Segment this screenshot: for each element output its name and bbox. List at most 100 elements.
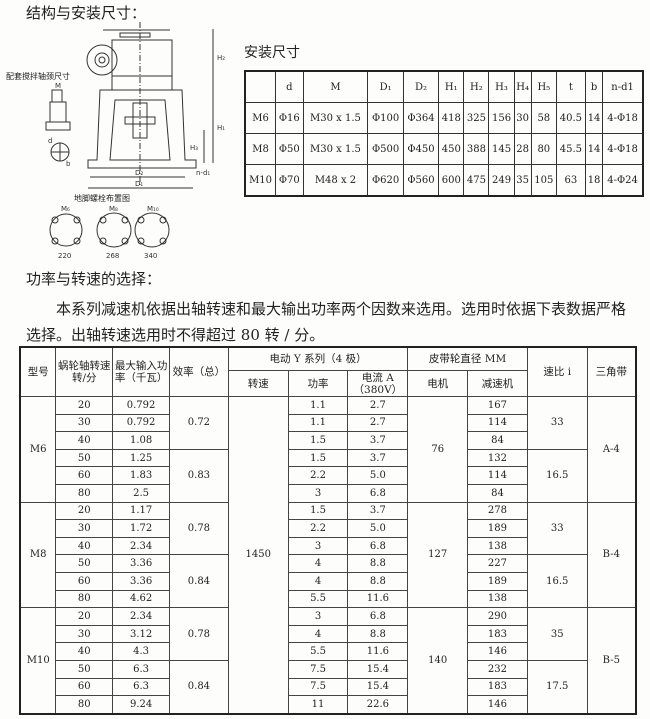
worm-speed-cell: 20	[55, 607, 114, 626]
bolt-model-m10: M₁₀	[147, 205, 159, 213]
table-row: M6 20 0.792 0.72 1450 1.1 2.7 76 167 33 A-4	[19, 395, 637, 715]
motor-power-cell: 1.5	[287, 431, 349, 450]
header-belt: 三角带	[586, 346, 637, 397]
worm-speed-cell: 30	[55, 413, 114, 433]
efficiency-cell: 0.83	[169, 448, 229, 503]
table-row: 50 3.36 0.84 4 8.8 227 16.5	[20, 554, 636, 609]
max-power-cell: 1.83	[112, 466, 170, 485]
pulley-reducer-cell: 183	[467, 624, 528, 644]
bolt-layout-m8	[96, 212, 132, 248]
pulley-reducer-cell: 114	[467, 466, 528, 485]
worm-speed-cell: 20	[55, 396, 114, 415]
bolt-model-m6: M₆	[61, 205, 70, 213]
bolt-model-m8: M₈	[109, 205, 118, 213]
header-motor-power: 功率	[287, 370, 349, 397]
efficiency-cell: 0.72	[169, 396, 229, 450]
dim-cell: 156	[488, 102, 515, 134]
worm-speed-cell: 80	[55, 483, 114, 503]
table-row: M8 20 1.17 0.78 1.5 3.7 127 278 33 B-4	[19, 501, 637, 609]
max-power-cell: 3.12	[112, 624, 170, 644]
current-cell: 5.0	[347, 466, 409, 485]
pulley-reducer-cell: 189	[467, 571, 528, 591]
motor-power-cell: 4	[287, 571, 349, 591]
header-worm-speed: 蜗轮轴转速转/分	[55, 346, 114, 397]
current-cell: 3.7	[347, 501, 409, 521]
section-title-power: 功率与转速的选择：	[26, 270, 162, 288]
dim-cell: Φ560	[402, 164, 440, 197]
dim-row: M8 Φ50 M30 x 1.5 Φ500 Φ450 450 388 145 28 80 45.5 1…	[244, 133, 644, 165]
dim-cell: 145	[488, 133, 515, 165]
dim-cell: 325	[463, 102, 490, 134]
dim-cell: M48 x 2	[302, 164, 369, 197]
model-cell: M8	[19, 501, 57, 609]
current-cell: 3.7	[347, 448, 409, 468]
motor-power-cell: 3	[287, 607, 349, 626]
model-cell: M10	[19, 607, 57, 715]
dim-cell: 30	[513, 102, 532, 134]
max-power-cell: 0.792	[112, 396, 170, 415]
header-pulley-reducer: 减速机	[467, 370, 528, 397]
dim-header-cell: H₃	[488, 70, 515, 103]
label-h1: H₁	[217, 124, 225, 132]
reducer-body	[86, 22, 214, 189]
motor-power-cell: 4	[287, 624, 349, 644]
motor-power-cell: 3	[287, 483, 349, 503]
pulley-motor-cell: 127	[407, 501, 469, 609]
current-cell: 2.7	[347, 413, 409, 433]
pulley-reducer-cell: 132	[467, 448, 528, 468]
worm-speed-cell: 40	[55, 431, 114, 450]
worm-speed-cell: 50	[55, 554, 114, 573]
efficiency-cell: 0.84	[169, 554, 229, 609]
shaft-size-label: 配套搅拌轴颈尺寸	[6, 71, 70, 81]
dim-cell: 418	[438, 102, 465, 134]
ratio-cell: 35	[526, 607, 588, 661]
dim-cell: Φ500	[367, 133, 404, 165]
table-row: 60 1.83 2.2 5.0 114	[20, 466, 636, 485]
worm-speed-cell: 80	[55, 589, 114, 609]
current-cell: 3.7	[347, 431, 409, 450]
max-power-cell: 1.72	[112, 519, 170, 538]
label-d2: D₂	[135, 169, 143, 177]
max-power-cell: 4.3	[112, 642, 170, 661]
current-cell: 22.6	[347, 695, 409, 715]
bolt-layout-m10	[134, 212, 170, 248]
current-cell: 15.4	[347, 659, 409, 679]
pulley-reducer-cell: 167	[467, 396, 528, 415]
header-max-power: 最大输入功率（千瓦）	[112, 346, 170, 397]
bolt-spacing-m6: 220	[58, 252, 71, 260]
table-row: 30 3.12 4 8.8 183	[20, 624, 636, 644]
pulley-motor-cell: 76	[407, 396, 469, 503]
max-power-cell: 3.36	[112, 571, 170, 591]
worm-speed-cell: 30	[55, 624, 114, 644]
dim-cell: 600	[438, 164, 465, 197]
dim-cell: 4-Φ24	[602, 164, 644, 197]
max-power-cell: 3.36	[112, 554, 170, 573]
table-row: 60 3.36 4 8.8 189	[20, 571, 636, 591]
dim-header-cell	[244, 70, 277, 103]
pulley-reducer-cell: 84	[467, 431, 528, 450]
ratio-cell: 33	[526, 396, 588, 450]
dim-cell: M30 x 1.5	[302, 102, 369, 134]
pulley-reducer-cell: 138	[467, 536, 528, 556]
current-cell: 8.8	[347, 554, 409, 573]
current-cell: 2.7	[347, 396, 409, 415]
dim-header-row: d M D₁ D₂ H₁ H₂ H₃ H₄ H₅ t b n-d1	[244, 70, 644, 103]
pulley-reducer-cell: 183	[467, 677, 528, 697]
dim-header-cell: H₁	[438, 70, 465, 103]
ratio-cell: 33	[526, 501, 588, 556]
ratio-cell: 17.5	[526, 659, 588, 715]
max-power-cell: 6.3	[112, 659, 170, 679]
motor-power-cell: 11	[287, 695, 349, 715]
max-power-cell: 0.792	[112, 413, 170, 433]
dim-cell: M6	[244, 102, 277, 134]
shaft-detail	[45, 89, 71, 162]
efficiency-cell: 0.84	[169, 659, 229, 715]
current-cell: 11.6	[347, 642, 409, 661]
dim-cell: 14	[584, 102, 604, 134]
label-h2: H₂	[217, 54, 225, 62]
model-cell: M6	[19, 396, 57, 503]
dim-cell: 63	[555, 164, 586, 197]
dim-cell: 450	[438, 133, 465, 165]
table-row: 50 1.25 0.83 1.5 3.7 132 16.5	[20, 448, 636, 503]
header-model: 型号	[19, 346, 57, 397]
